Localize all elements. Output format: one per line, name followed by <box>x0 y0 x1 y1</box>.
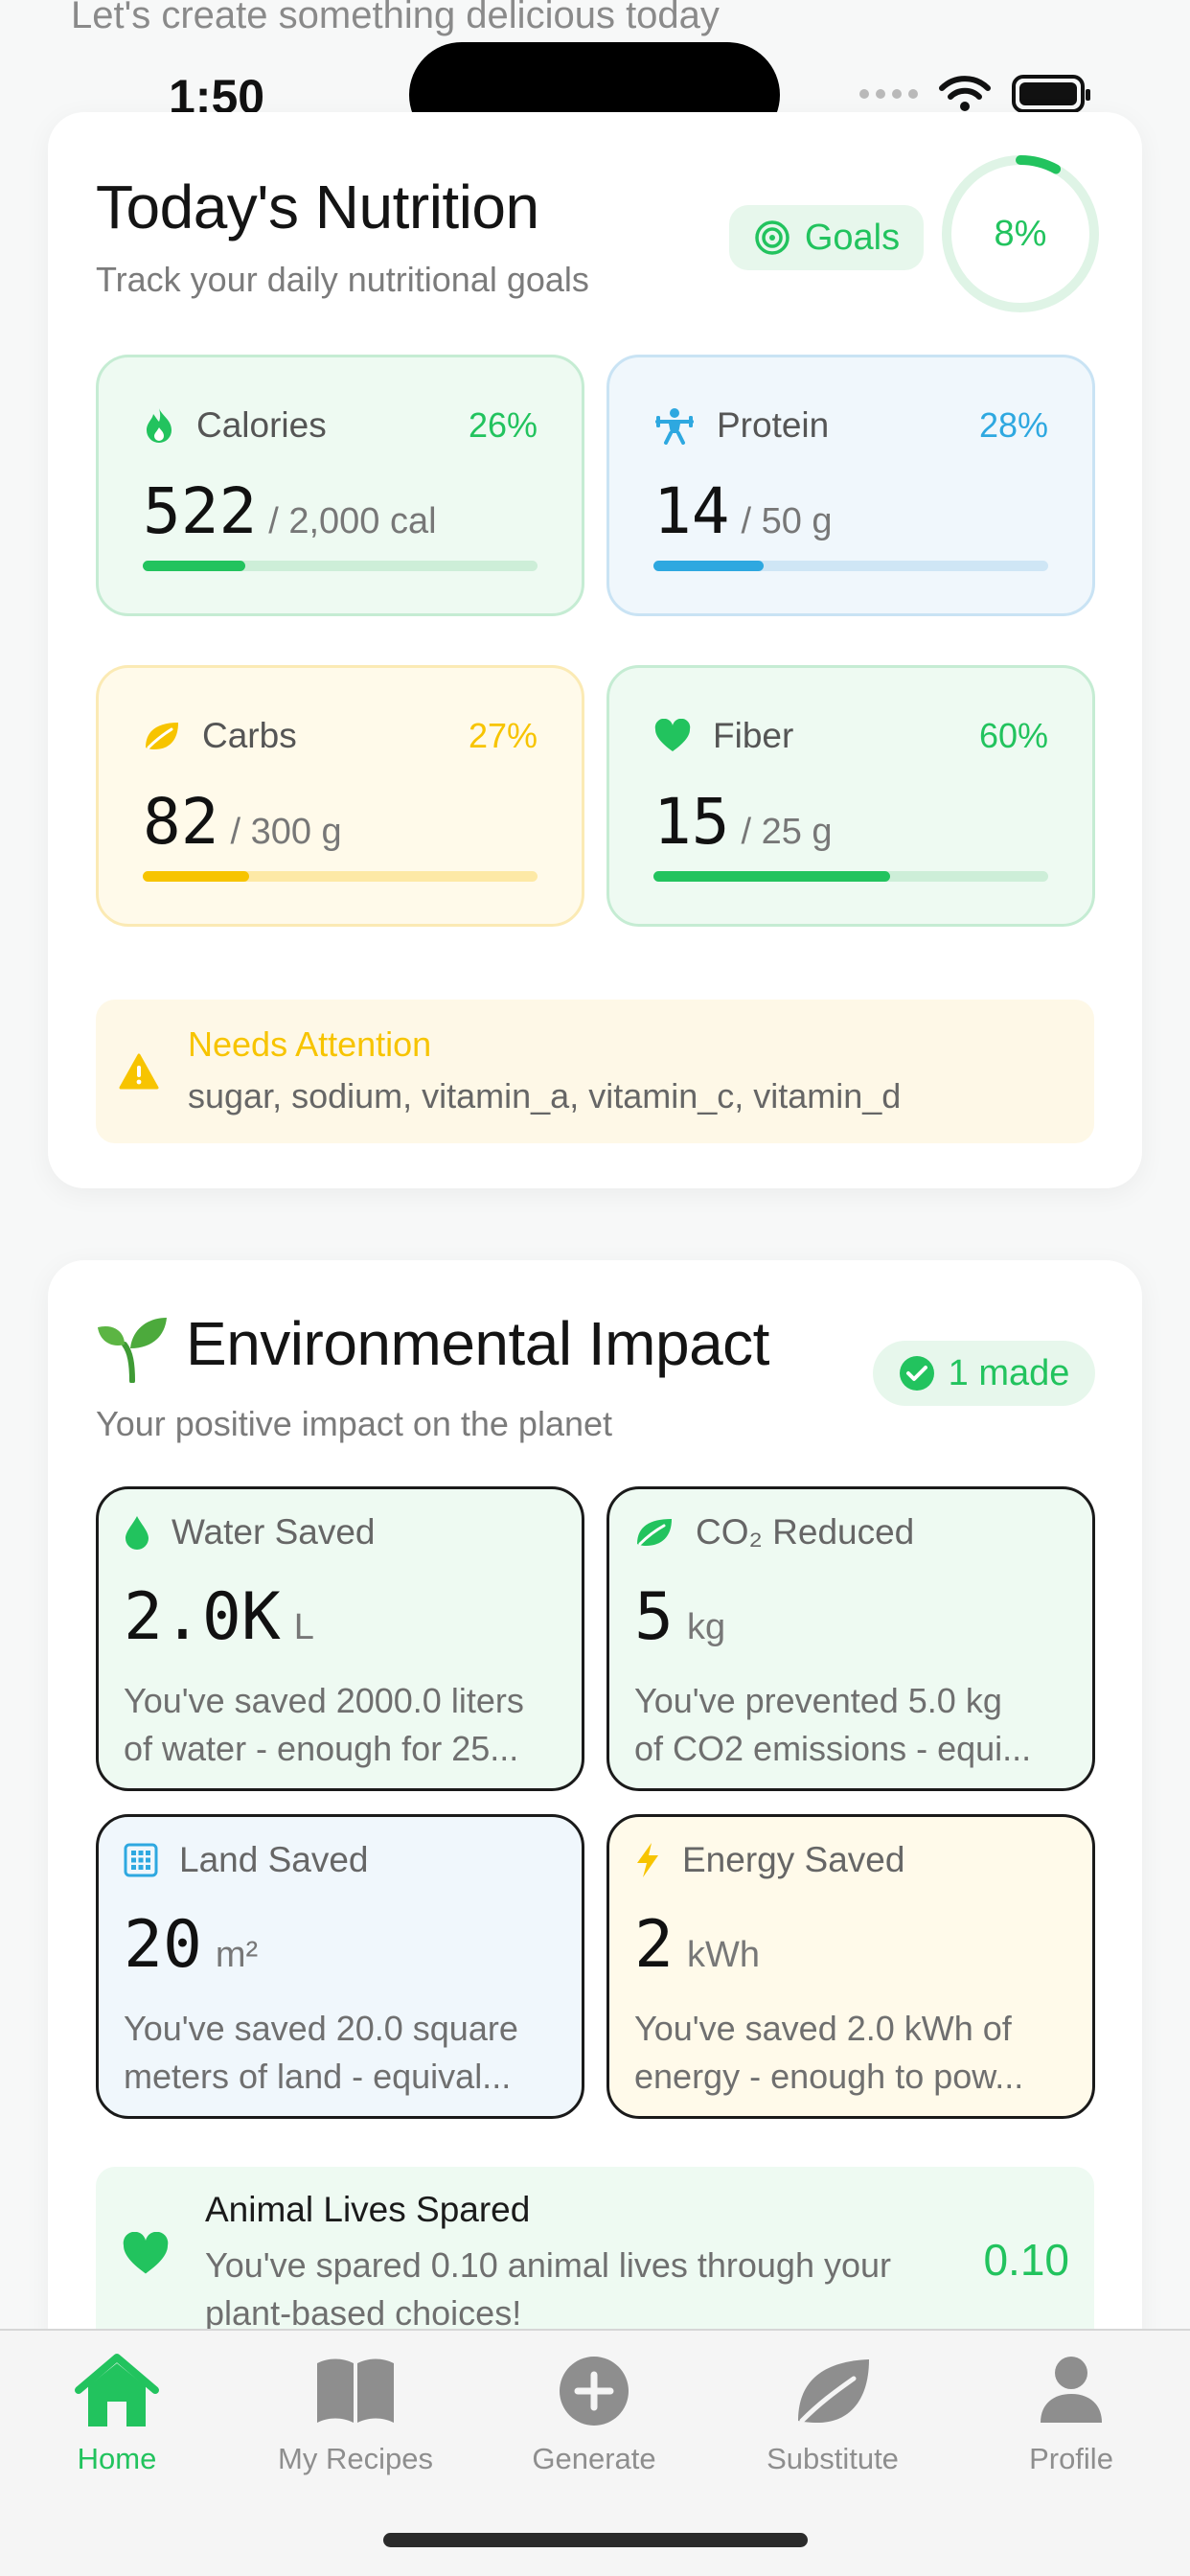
nutrition-title: Today's Nutrition <box>96 172 539 242</box>
fiber-label: Fiber <box>713 716 794 755</box>
land-saved-tile[interactable]: Land Saved 20 m² You've saved 20.0 squar… <box>96 1814 584 2119</box>
tab-generate-label: Generate <box>532 2442 656 2475</box>
water-saved-description: You've saved 2000.0 liters of water - en… <box>124 1681 524 1768</box>
seedling-icon <box>98 1318 167 1383</box>
animal-lives-text: You've spared 0.10 animal lives through … <box>205 2245 891 2333</box>
overall-progress-ring <box>942 155 1099 312</box>
carbs-percent: 27% <box>468 716 538 755</box>
needs-attention-title: Needs Attention <box>188 1024 432 1064</box>
water-saved-unit: L <box>293 1607 314 1647</box>
energy-saved-tile[interactable]: Energy Saved 2 kWh You've saved 2.0 kWh … <box>606 1814 1095 2119</box>
heart-icon <box>654 719 691 751</box>
protein-value: 14 <box>653 474 730 548</box>
calories-tile[interactable]: Calories 26% 522 / 2,000 cal <box>96 355 584 616</box>
carbs-goal: / 300 g <box>230 812 342 852</box>
person-icon <box>1041 2357 1102 2423</box>
recipes-made-badge: 1 made <box>873 1341 1095 1406</box>
land-saved-unit: m² <box>215 1935 259 1975</box>
co2-reduced-tile[interactable]: CO₂ Reduced 5 kg You've prevented 5.0 kg… <box>606 1486 1095 1791</box>
co2-reduced-description: You've prevented 5.0 kg of CO2 emissions… <box>634 1681 1032 1768</box>
tab-profile[interactable]: Profile <box>952 2354 1190 2476</box>
calories-label: Calories <box>196 405 327 445</box>
fiber-value: 15 <box>653 785 730 859</box>
energy-saved-unit: kWh <box>686 1935 760 1975</box>
energy-saved-value: 2 <box>634 1907 674 1983</box>
leaf-icon <box>798 2359 869 2424</box>
tab-substitute-label: Substitute <box>767 2442 899 2475</box>
cellular-signal-icon <box>859 89 918 99</box>
water-drop-icon <box>126 1516 149 1550</box>
heart-icon <box>123 2232 169 2274</box>
plus-circle-icon <box>560 2357 629 2426</box>
nutrition-subtitle: Track your daily nutritional goals <box>96 260 589 299</box>
book-icon <box>317 2358 394 2423</box>
battery-icon <box>1012 75 1090 113</box>
tab-profile-label: Profile <box>1029 2442 1113 2475</box>
environment-subtitle: Your positive impact on the planet <box>96 1404 613 1443</box>
protein-progress-bar <box>653 561 1048 571</box>
protein-label: Protein <box>717 405 830 445</box>
calories-percent: 26% <box>468 405 538 445</box>
warning-icon <box>119 1053 159 1090</box>
needs-attention-banner[interactable]: Needs Attention sugar, sodium, vitamin_a… <box>96 1000 1094 1143</box>
calories-goal: / 2,000 cal <box>268 501 437 541</box>
water-saved-value: 2.0K <box>124 1579 281 1655</box>
fiber-progress-bar <box>653 871 1048 882</box>
protein-percent: 28% <box>978 405 1048 445</box>
protein-tile[interactable]: Protein 28% 14 / 50 g <box>606 355 1095 616</box>
animal-lives-title: Animal Lives Spared <box>205 2190 531 2229</box>
carbs-tile[interactable]: Carbs 27% 82 / 300 g <box>96 665 584 927</box>
goals-label: Goals <box>804 217 901 258</box>
header-subtitle: Let's create something delicious today <box>71 0 720 36</box>
co2-reduced-label: CO₂ Reduced <box>696 1512 915 1552</box>
target-icon <box>755 220 790 255</box>
goals-button[interactable]: Goals <box>729 205 924 270</box>
tab-bar: Home My Recipes Generate Substitute Prof… <box>0 2329 1190 2576</box>
tab-substitute[interactable]: Substitute <box>714 2354 951 2476</box>
leaf-icon <box>146 723 178 749</box>
water-saved-label: Water Saved <box>172 1512 376 1552</box>
carbs-value: 82 <box>143 785 219 859</box>
co2-reduced-unit: kg <box>686 1607 726 1647</box>
grid-icon <box>124 1843 158 1877</box>
check-circle-icon <box>899 1356 934 1391</box>
home-icon <box>75 2354 159 2426</box>
co2-reduced-value: 5 <box>634 1579 674 1655</box>
overall-percent: 8% <box>994 213 1047 254</box>
leaf-icon <box>637 1519 672 1546</box>
calories-progress-bar <box>143 561 538 571</box>
land-saved-description: You've saved 20.0 square meters of land … <box>124 2009 518 2096</box>
fiber-percent: 60% <box>978 716 1048 755</box>
carbs-progress-bar <box>143 871 538 882</box>
wifi-icon <box>939 76 991 111</box>
carbs-label: Carbs <box>202 716 297 755</box>
energy-saved-label: Energy Saved <box>682 1840 905 1879</box>
recipes-made-label: 1 made <box>948 1352 1070 1393</box>
tab-home-label: Home <box>77 2442 157 2475</box>
nutrition-card: Today's Nutrition Track your daily nutri… <box>48 112 1142 1188</box>
energy-saved-description: You've saved 2.0 kWh of energy - enough … <box>634 2009 1024 2096</box>
needs-attention-text: sugar, sodium, vitamin_a, vitamin_c, vit… <box>188 1076 902 1116</box>
environment-title: Environmental Impact <box>186 1309 769 1378</box>
flame-icon <box>147 408 172 443</box>
calories-value: 522 <box>143 474 258 548</box>
land-saved-label: Land Saved <box>179 1840 369 1879</box>
status-icons <box>859 75 1090 113</box>
fiber-tile[interactable]: Fiber 60% 15 / 25 g <box>606 665 1095 927</box>
tab-my-recipes[interactable]: My Recipes <box>237 2354 474 2476</box>
water-saved-tile[interactable]: Water Saved 2.0K L You've saved 2000.0 l… <box>96 1486 584 1791</box>
animal-lives-value: 0.10 <box>983 2235 1069 2285</box>
home-indicator <box>383 2533 808 2547</box>
weightlifter-icon <box>655 408 694 445</box>
tab-my-recipes-label: My Recipes <box>278 2442 433 2475</box>
land-saved-value: 20 <box>124 1907 202 1983</box>
protein-goal: / 50 g <box>741 501 833 541</box>
fiber-goal: / 25 g <box>741 812 833 852</box>
bolt-icon <box>637 1843 658 1877</box>
tab-home[interactable]: Home <box>0 2354 236 2476</box>
tab-generate[interactable]: Generate <box>475 2354 713 2476</box>
